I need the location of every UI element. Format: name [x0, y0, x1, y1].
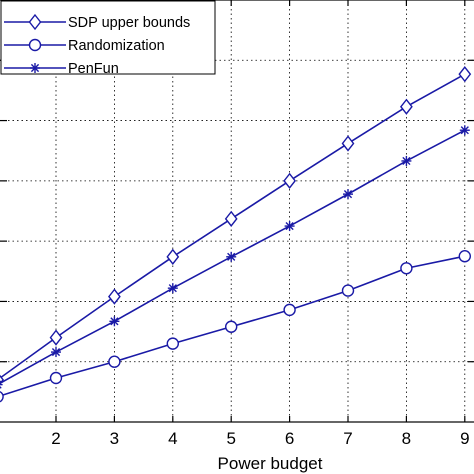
plot-area-frame: [0, 0, 474, 423]
x-tick-label: 4: [168, 429, 177, 448]
series-randomization: [0, 250, 471, 403]
legend: SDP upper bounds Randomization PenFun: [0, 0, 216, 77]
data-point-sdp-upper-bounds: [458, 66, 472, 83]
legend-marker: [28, 38, 42, 52]
legend-label: SDP upper bounds: [68, 15, 190, 31]
x-tick-label: 6: [285, 429, 294, 448]
data-point-penfun: [284, 221, 295, 232]
series-line-sdp-upper-bounds: [0, 73, 466, 380]
grid-lines: [0, 0, 474, 422]
x-tick-label: 3: [110, 429, 119, 448]
legend-entry-randomization: Randomization: [4, 38, 165, 54]
data-point-sdp-upper-bounds: [400, 98, 413, 115]
series-layer: [0, 66, 472, 403]
data-point-randomization: [49, 371, 63, 385]
series-penfun: [0, 125, 470, 389]
legend-box: [0, 0, 216, 75]
data-point-randomization: [224, 320, 238, 333]
x-tick-label: 5: [226, 429, 235, 448]
legend-entry-penfun: PenFun: [4, 61, 119, 77]
data-point-penfun: [109, 316, 120, 327]
data-point-randomization: [0, 390, 4, 403]
data-point-sdp-upper-bounds: [166, 248, 180, 265]
x-axis-title: Power budget: [218, 454, 323, 473]
legend-marker: [28, 13, 42, 31]
x-tick-label: 7: [343, 429, 352, 448]
data-point-randomization: [458, 250, 471, 263]
legend-marker: [30, 63, 40, 73]
data-point-sdp-upper-bounds: [283, 172, 296, 189]
x-tick-label: 8: [402, 429, 411, 448]
data-point-penfun: [343, 189, 353, 200]
data-point-randomization: [341, 284, 355, 297]
data-point-penfun: [459, 125, 470, 136]
data-point-randomization: [400, 262, 413, 275]
data-point-penfun: [51, 347, 61, 358]
data-point-randomization: [283, 303, 296, 317]
data-point-randomization: [108, 355, 121, 368]
data-point-randomization: [166, 337, 180, 350]
data-point-sdp-upper-bounds: [341, 135, 355, 152]
legend-entry-sdp-upper-bounds: SDP upper bounds: [4, 13, 190, 31]
series-sdp-upper-bounds: [0, 66, 472, 385]
legend-label: PenFun: [68, 61, 119, 77]
data-point-sdp-upper-bounds: [224, 210, 238, 227]
data-point-penfun: [167, 283, 178, 294]
legend-label: Randomization: [68, 38, 165, 54]
x-tick-label: 2: [51, 429, 60, 448]
data-point-sdp-upper-bounds: [108, 288, 121, 305]
data-point-penfun: [0, 380, 3, 389]
data-point-penfun: [401, 155, 412, 166]
data-point-sdp-upper-bounds: [49, 329, 63, 346]
x-tick-label: 9: [460, 429, 469, 448]
data-point-penfun: [226, 251, 237, 262]
